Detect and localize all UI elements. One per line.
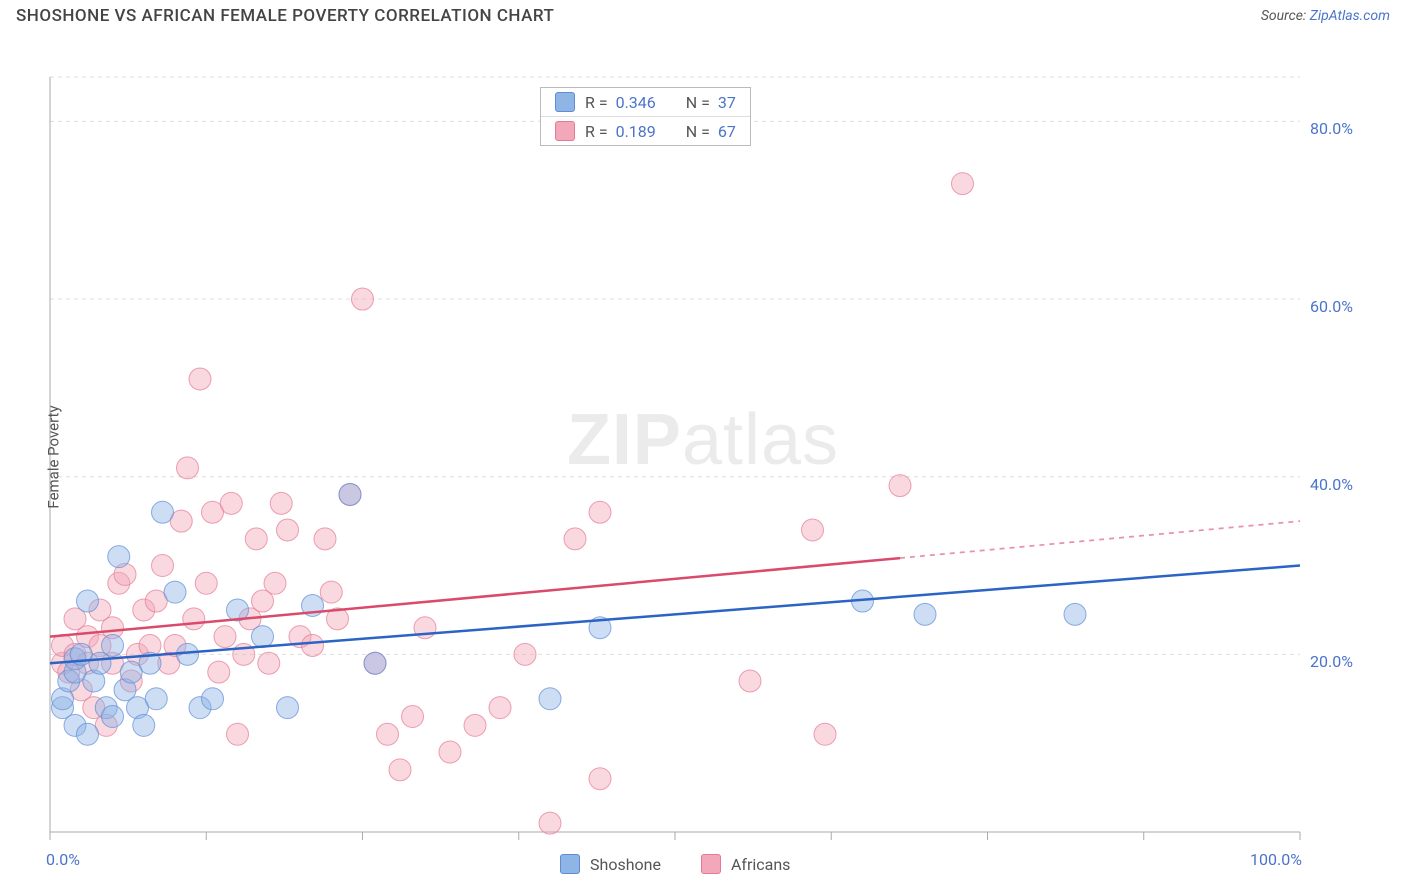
data-point: [952, 173, 974, 195]
x-tick-label: 100.0%: [1250, 850, 1302, 869]
data-point: [389, 759, 411, 781]
stat-n-value: 67: [718, 122, 736, 141]
legend-label: Shoshone: [590, 855, 661, 874]
data-point: [277, 697, 299, 719]
data-point: [177, 457, 199, 479]
data-point: [183, 608, 205, 630]
y-tick-label: 20.0%: [1310, 652, 1353, 671]
data-point: [364, 652, 386, 674]
x-tick-label: 0.0%: [46, 850, 80, 869]
data-point: [152, 501, 174, 523]
data-point: [177, 643, 199, 665]
data-point: [1064, 603, 1086, 625]
data-point: [77, 590, 99, 612]
data-point: [77, 723, 99, 745]
legend-swatch: [701, 854, 721, 874]
stat-r-value: 0.189: [616, 122, 656, 141]
data-point: [133, 714, 155, 736]
y-tick-label: 60.0%: [1310, 297, 1353, 316]
data-point: [464, 714, 486, 736]
legend-item: Shoshone: [560, 854, 661, 874]
legend-swatch: [560, 854, 580, 874]
data-point: [252, 626, 274, 648]
series-swatch: [555, 92, 575, 112]
data-point: [439, 741, 461, 763]
data-point: [314, 528, 336, 550]
data-point: [102, 706, 124, 728]
data-point: [145, 688, 167, 710]
data-point: [152, 555, 174, 577]
data-point: [214, 626, 236, 648]
source-link[interactable]: ZipAtlas.com: [1310, 8, 1390, 24]
data-point: [227, 723, 249, 745]
data-point: [277, 519, 299, 541]
data-point: [102, 634, 124, 656]
data-point: [402, 706, 424, 728]
chart-area: Female Poverty ZIPatlas R = 0.346N = 37R…: [0, 32, 1406, 882]
stat-r-label: R = 0.189: [585, 122, 656, 141]
data-point: [202, 688, 224, 710]
scatter-plot: [0, 32, 1406, 882]
data-point: [539, 812, 561, 834]
source-attribution: Source: ZipAtlas.com: [1261, 8, 1390, 24]
data-point: [914, 603, 936, 625]
y-axis-label: Female Poverty: [45, 405, 63, 508]
trend-line-projected: [900, 521, 1300, 558]
series-legend: Shoshone Africans: [560, 854, 790, 874]
data-point: [589, 768, 611, 790]
data-point: [189, 368, 211, 390]
data-point: [195, 572, 217, 594]
data-point: [564, 528, 586, 550]
stat-r-value: 0.346: [616, 93, 656, 112]
legend-label: Africans: [731, 855, 790, 874]
data-point: [270, 492, 292, 514]
stats-row: R = 0.189 N = 67: [541, 117, 750, 145]
correlation-stats-box: R = 0.346 N = 37 R = 0.189 N = 67: [540, 87, 751, 146]
stat-n-label: N = 67: [686, 122, 736, 141]
data-point: [258, 652, 280, 674]
data-point: [739, 670, 761, 692]
stat-n-value: 37: [718, 93, 736, 112]
data-point: [208, 661, 230, 683]
data-point: [164, 581, 186, 603]
data-point: [339, 483, 361, 505]
data-point: [245, 528, 267, 550]
series-swatch: [555, 121, 575, 141]
data-point: [352, 288, 374, 310]
data-point: [377, 723, 399, 745]
data-point: [302, 634, 324, 656]
stats-row: R = 0.346 N = 37: [541, 88, 750, 117]
header: SHOSHONE VS AFRICAN FEMALE POVERTY CORRE…: [0, 0, 1406, 32]
y-tick-label: 40.0%: [1310, 475, 1353, 494]
data-point: [802, 519, 824, 541]
stat-r-label: R = 0.346: [585, 93, 656, 112]
legend-item: Africans: [701, 854, 790, 874]
stat-n-label: N = 37: [686, 93, 736, 112]
data-point: [889, 475, 911, 497]
data-point: [589, 501, 611, 523]
source-prefix: Source:: [1261, 8, 1310, 24]
data-point: [539, 688, 561, 710]
data-point: [489, 697, 511, 719]
data-point: [814, 723, 836, 745]
data-point: [108, 546, 130, 568]
data-point: [514, 643, 536, 665]
data-point: [220, 492, 242, 514]
data-point: [320, 581, 342, 603]
chart-title: SHOSHONE VS AFRICAN FEMALE POVERTY CORRE…: [16, 6, 554, 26]
data-point: [264, 572, 286, 594]
y-tick-label: 80.0%: [1310, 119, 1353, 138]
